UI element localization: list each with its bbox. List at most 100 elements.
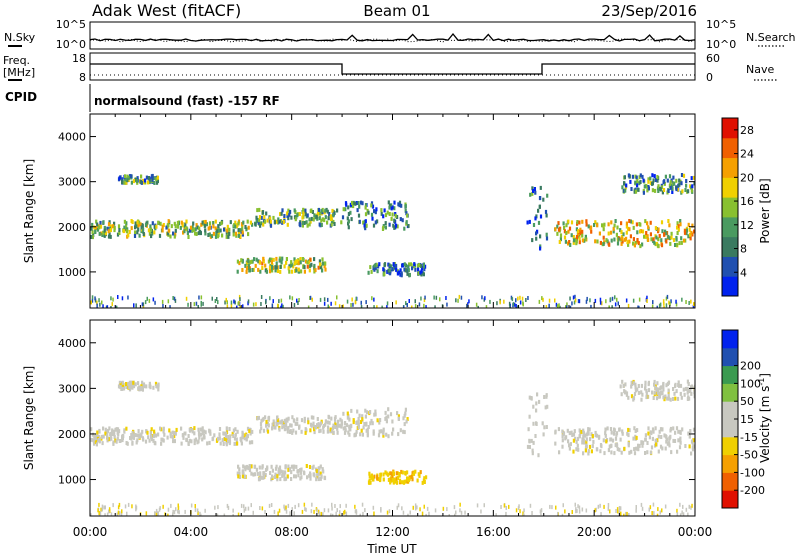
echo-cell	[391, 212, 394, 217]
echo-cell	[167, 228, 170, 233]
echo-cell	[200, 222, 203, 227]
ground-scatter-cell	[511, 297, 514, 302]
echo-cell	[251, 268, 254, 272]
ground-scatter-cell	[310, 509, 313, 514]
echo-cell	[661, 229, 664, 234]
ground-scatter-cell	[455, 298, 457, 303]
echo-cell	[132, 435, 136, 440]
echo-cell	[279, 265, 282, 269]
echo-cell	[412, 471, 416, 476]
ground-scatter-cell	[96, 300, 98, 305]
echo-cell	[219, 221, 222, 226]
echo-cell	[545, 425, 548, 429]
ground-scatter-cell	[659, 510, 661, 515]
echo-cell	[201, 220, 204, 225]
ground-scatter-cell	[115, 305, 118, 308]
echo-cell	[577, 229, 580, 234]
echo-cell	[297, 469, 300, 473]
echo-cell	[682, 238, 686, 243]
echo-cell	[581, 437, 584, 442]
echo-cell	[232, 434, 235, 438]
echo-cell	[330, 416, 333, 421]
echo-cell	[342, 411, 345, 416]
ground-scatter-cell	[268, 503, 271, 508]
echo-cell	[362, 425, 365, 430]
echo-cell	[260, 221, 263, 226]
echo-cell	[641, 229, 645, 234]
echo-cell	[569, 442, 572, 447]
echo-cell	[308, 473, 311, 478]
ground-scatter-cell	[298, 298, 300, 302]
echo-cell	[660, 385, 663, 390]
echo-cell	[106, 226, 109, 231]
echo-cell	[660, 220, 664, 225]
ground-scatter-cell	[145, 511, 148, 516]
echo-cell	[269, 471, 272, 475]
echo-cell	[590, 449, 593, 454]
echo-cell	[340, 422, 343, 427]
echo-cell	[614, 219, 617, 223]
echo-cell	[309, 476, 312, 481]
echo-cell	[179, 225, 182, 230]
echo-cell	[637, 241, 640, 246]
echo-cell	[679, 391, 682, 396]
echo-cell	[316, 417, 319, 421]
echo-cell	[378, 420, 381, 425]
echo-cell	[554, 430, 557, 435]
ground-scatter-cell	[336, 295, 338, 300]
echo-cell	[150, 176, 153, 181]
echo-cell	[271, 426, 274, 431]
echo-cell	[388, 222, 391, 227]
echo-cell	[212, 224, 215, 229]
echo-cell	[125, 382, 128, 386]
echo-cell	[683, 392, 686, 397]
echo-cell	[545, 213, 548, 218]
colorbar-swatch	[722, 490, 738, 509]
echo-cell	[238, 467, 241, 472]
colorbar-tick-label: 100	[740, 377, 761, 390]
ground-scatter-cell	[282, 304, 284, 308]
echo-cell	[292, 428, 295, 433]
echo-cell	[111, 432, 114, 437]
ground-scatter-cell	[331, 502, 333, 507]
echo-cell	[321, 268, 324, 273]
echo-cell	[374, 210, 377, 215]
echo-cell	[395, 263, 398, 268]
echo-cell	[166, 435, 169, 440]
ground-scatter-cell	[200, 302, 202, 307]
echo-cell	[199, 427, 202, 432]
echo-cell	[128, 385, 131, 390]
echo-cell	[546, 193, 549, 198]
ground-scatter-cell	[574, 502, 576, 507]
echo-cell	[679, 222, 682, 227]
echo-cell	[285, 257, 288, 261]
echo-cell	[284, 420, 287, 425]
ground-scatter-cell	[609, 509, 611, 514]
echo-cell	[334, 420, 337, 425]
echo-cell	[629, 234, 632, 239]
echo-cell	[584, 433, 587, 438]
echo-cell	[191, 427, 194, 432]
echo-cell	[173, 434, 176, 439]
echo-cell	[288, 269, 291, 274]
echo-cell	[614, 443, 617, 448]
echo-cell	[279, 269, 282, 274]
colorbar-swatch	[722, 236, 738, 257]
echo-cell	[148, 180, 151, 185]
echo-cell	[398, 203, 401, 208]
echo-cell	[307, 417, 310, 422]
echo-cell	[151, 221, 154, 226]
echo-cell	[620, 392, 623, 397]
echo-cell	[526, 444, 530, 449]
echo-cell	[679, 429, 682, 434]
ground-scatter-cell	[656, 305, 658, 308]
ground-scatter-cell	[423, 298, 426, 303]
echo-cell	[570, 233, 573, 238]
echo-cell	[172, 439, 175, 444]
echo-cell	[403, 267, 406, 272]
ground-scatter-cell	[244, 506, 247, 511]
echo-cell	[392, 480, 395, 485]
echo-cell	[674, 243, 677, 247]
echo-cell	[386, 210, 389, 215]
